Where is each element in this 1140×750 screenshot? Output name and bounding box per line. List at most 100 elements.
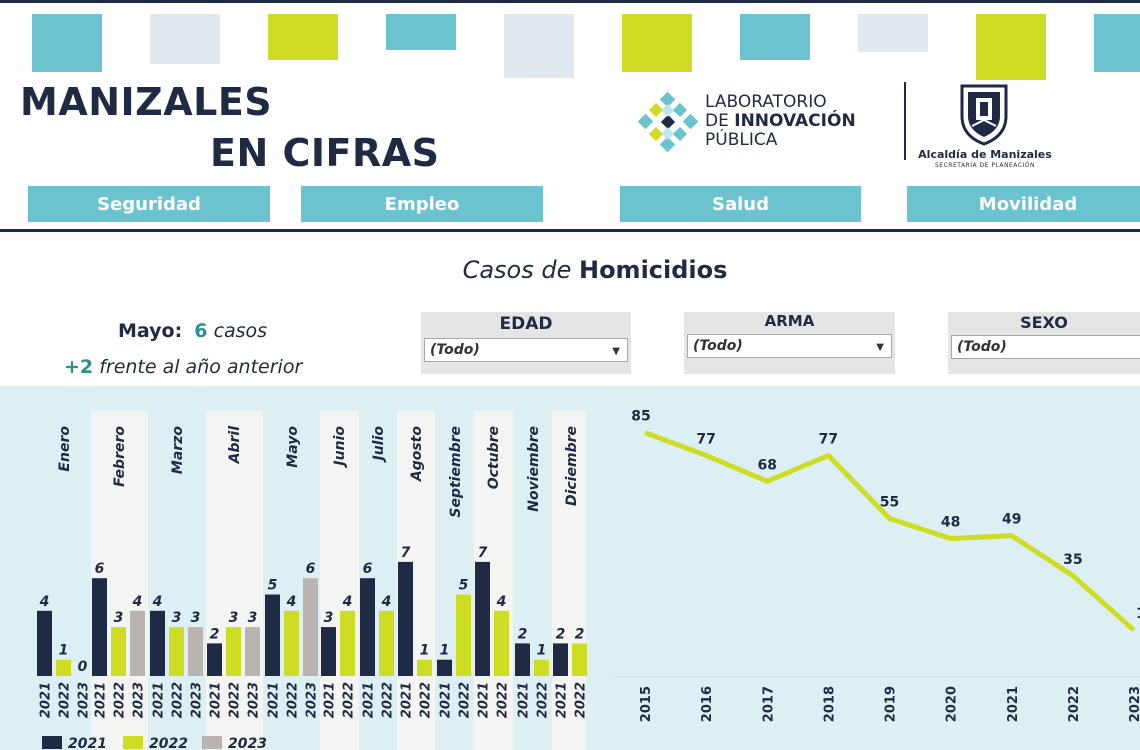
- page-title-line1: MANIZALES: [20, 80, 273, 124]
- filter-arma-label: ARMA: [764, 312, 815, 330]
- year-tick-label: 2021: [267, 682, 282, 718]
- month-unit: casos: [213, 320, 268, 342]
- lab-name-line1: LABORATORIO: [705, 92, 827, 112]
- year-tick-label: 2023: [247, 682, 262, 718]
- filter-sexo-value: (Todo): [957, 339, 1007, 355]
- line-x-tick-label: 2019: [884, 686, 899, 722]
- year-tick-label: 2023: [190, 682, 205, 718]
- month-label: Diciembre: [564, 426, 580, 506]
- bar-2022: [111, 627, 126, 676]
- year-tick-label: 2021: [400, 682, 415, 718]
- page-title-line2: EN CIFRAS: [210, 131, 440, 175]
- nav-button-empleo[interactable]: Empleo: [301, 186, 543, 222]
- line-x-tick-label: 2021: [1006, 686, 1021, 722]
- line-x-tick-label: 2018: [822, 686, 837, 722]
- diff-value: +2: [64, 356, 94, 378]
- filter-edad-label: EDAD: [499, 314, 553, 334]
- year-tick-label: 2022: [458, 682, 473, 718]
- month-label: Marzo: [170, 426, 186, 474]
- year-tick-label: 2021: [477, 682, 492, 718]
- line-value-label: 16: [1136, 606, 1140, 622]
- line-value-label: 55: [880, 495, 899, 511]
- filter-sexo-label: SEXO: [1020, 313, 1068, 332]
- bar-value-label: 3: [229, 610, 239, 626]
- line-value-label: 77: [819, 432, 838, 448]
- bar-2023: [188, 627, 203, 676]
- bar-value-label: 4: [342, 594, 353, 610]
- filter-edad-select[interactable]: (Todo) ▼: [424, 338, 628, 362]
- decor-square: [32, 14, 102, 72]
- decor-square: [268, 14, 338, 60]
- decor-square: [858, 14, 928, 52]
- line-x-tick-label: 2022: [1067, 686, 1082, 722]
- month-label: Enero: [57, 426, 73, 472]
- filter-arma-value: (Todo): [693, 338, 743, 354]
- logo-divider: [904, 82, 906, 160]
- filter-sexo-select[interactable]: (Todo): [951, 335, 1140, 359]
- bar-2022: [56, 659, 71, 676]
- bar-2022: [340, 610, 355, 676]
- nav-button-salud[interactable]: Salud: [620, 186, 861, 222]
- bar-value-label: 7: [401, 545, 411, 561]
- bar-2021: [92, 578, 107, 676]
- decor-square: [504, 14, 574, 78]
- year-tick-label: 2022: [536, 682, 551, 718]
- month-label: Abril: [227, 426, 243, 465]
- line-x-tick-label: 2016: [700, 686, 715, 722]
- decor-square: [1094, 14, 1140, 72]
- bar-value-label: 4: [39, 594, 50, 610]
- filter-arma-select[interactable]: (Todo) ▼: [687, 334, 892, 358]
- bar-value-label: 3: [114, 610, 124, 626]
- year-tick-label: 2021: [39, 682, 54, 718]
- decor-square: [622, 14, 692, 72]
- bar-value-label: 1: [420, 643, 430, 659]
- innovation-lab-logo-icon: [638, 92, 698, 152]
- filter-arma: ARMA (Todo) ▼: [684, 312, 895, 374]
- lab-name-line2-bold: INNOVACIÓN: [734, 111, 856, 131]
- bar-2021: [360, 578, 375, 676]
- year-tick-label: 2022: [574, 682, 589, 718]
- bar-value-label: 2: [210, 626, 220, 642]
- line-x-tick-label: 2023: [1128, 686, 1140, 722]
- bar-2022: [572, 643, 587, 676]
- bar-value-label: 5: [268, 578, 278, 594]
- bar-value-label: 3: [172, 610, 182, 626]
- bar-2021: [515, 643, 530, 676]
- bar-2021: [150, 610, 165, 676]
- month-label: Noviembre: [526, 426, 542, 512]
- bar-2023: [130, 610, 145, 676]
- dropdown-arrow-icon: ▼: [612, 346, 620, 357]
- bar-value-label: 2: [575, 626, 585, 642]
- year-tick-label: 2021: [323, 682, 338, 718]
- line-series: [644, 430, 1136, 633]
- bar-value-label: 3: [248, 610, 258, 626]
- year-tick-label: 2022: [419, 682, 434, 718]
- legend-label: 2022: [149, 736, 188, 750]
- year-tick-label: 2021: [209, 682, 224, 718]
- nav-button-movilidad[interactable]: Movilidad: [907, 186, 1140, 222]
- line-value-label: 85: [631, 409, 650, 425]
- bar-value-label: 7: [478, 545, 488, 561]
- line-x-tick-label: 2020: [945, 686, 960, 722]
- month-label: Agosto: [409, 426, 425, 483]
- month-label: Febrero: [112, 426, 128, 487]
- legend-label: 2021: [68, 736, 107, 750]
- lab-name-line2: DE INNOVACIÓN: [705, 112, 856, 131]
- nav-button-seguridad[interactable]: Seguridad: [28, 186, 270, 222]
- decor-square: [386, 14, 456, 50]
- year-tick-label: 2022: [113, 682, 128, 718]
- section-title-main: Homicidios: [578, 256, 728, 284]
- bar-2022: [379, 610, 394, 676]
- bar-2022: [417, 659, 432, 676]
- bar-value-label: 6: [306, 561, 316, 577]
- year-tick-label: 2021: [94, 682, 109, 718]
- bar-2022: [169, 627, 184, 676]
- month-summary: Mayo: 6 casos: [118, 320, 267, 342]
- decor-square: [976, 14, 1046, 80]
- bar-value-label: 4: [496, 594, 507, 610]
- bar-2021: [321, 627, 336, 676]
- section-title: Casos de Homicidios: [0, 256, 1140, 284]
- line-x-tick-label: 2017: [761, 686, 776, 722]
- legend-swatch-2021: [42, 736, 62, 749]
- year-diff-summary: +2 frente al año anterior: [64, 356, 302, 378]
